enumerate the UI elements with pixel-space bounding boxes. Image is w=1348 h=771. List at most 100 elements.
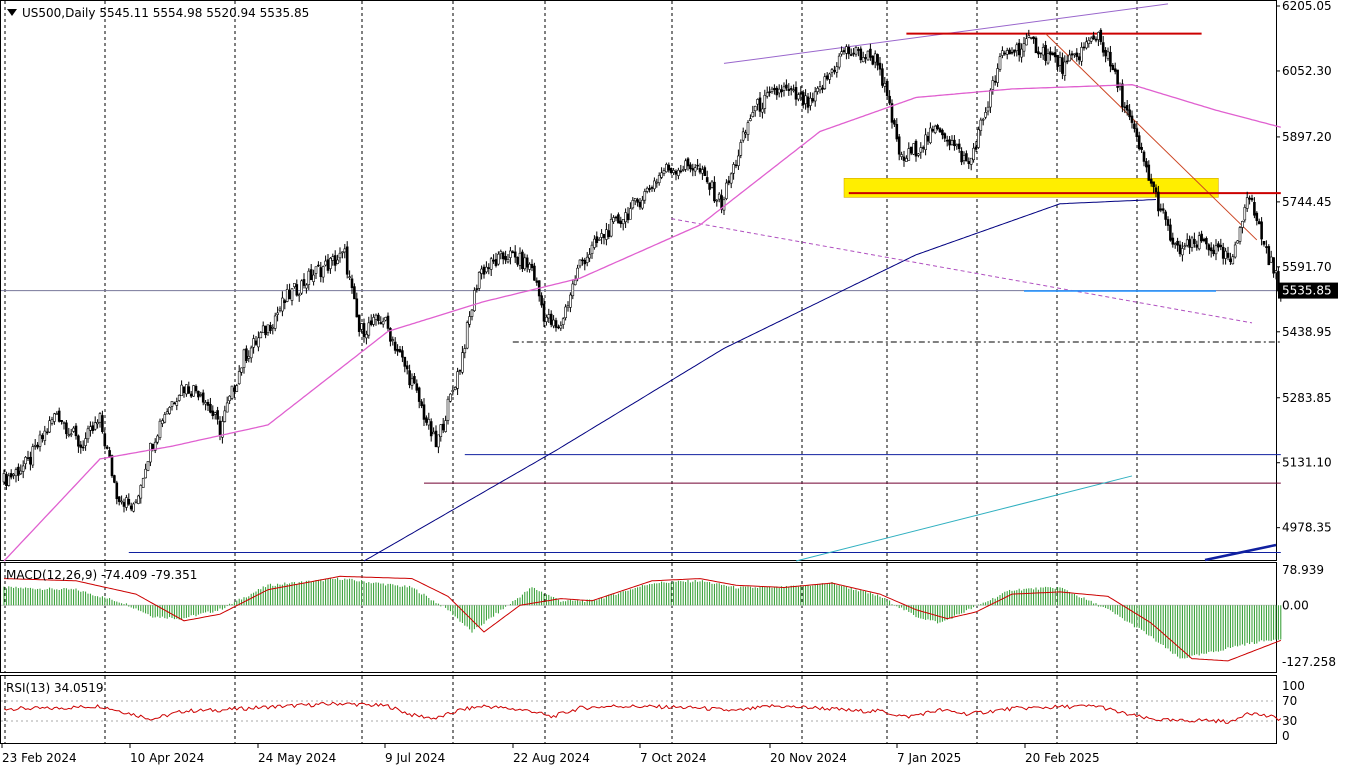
candle-down — [1152, 181, 1155, 188]
candle-up — [761, 108, 764, 113]
candle-down — [734, 164, 738, 167]
candle-down — [413, 376, 416, 384]
candle-up — [1005, 50, 1009, 55]
candle-down — [1056, 54, 1059, 67]
candle-up — [597, 238, 601, 241]
candle-down — [847, 46, 851, 55]
rsi-title: RSI(13) 34.0519 — [6, 681, 104, 695]
candle-down — [1109, 51, 1112, 67]
candle-up — [391, 339, 395, 341]
candle-up — [497, 253, 500, 265]
candle-up — [969, 157, 973, 165]
candle-down — [638, 201, 642, 208]
candle-up — [905, 158, 908, 162]
candle-down — [1113, 68, 1117, 72]
candle-down — [1193, 238, 1196, 245]
candle-down — [1169, 224, 1172, 241]
candle-up — [1224, 250, 1227, 259]
candle-up — [1087, 39, 1091, 44]
candle-up — [461, 352, 464, 373]
candle-up — [672, 170, 675, 173]
candle-down — [1229, 258, 1232, 262]
candle-down — [852, 52, 855, 55]
candle-up — [900, 154, 903, 157]
candle-down — [283, 300, 287, 303]
candle-down — [65, 422, 68, 435]
candle-up — [468, 316, 471, 325]
candle-up — [523, 257, 527, 270]
candle-up — [1241, 221, 1244, 228]
price-tick-label: 5438.95 — [1282, 325, 1332, 339]
candle-up — [629, 208, 632, 220]
candle-down — [1003, 52, 1007, 55]
candle-down — [1205, 238, 1208, 245]
candle-up — [792, 89, 795, 92]
candle-up — [240, 367, 243, 373]
collapse-triangle-icon[interactable] — [7, 9, 17, 16]
candle-up — [751, 112, 755, 117]
candle-up — [561, 318, 565, 325]
candle-up — [242, 349, 246, 368]
candle-up — [199, 394, 203, 396]
candle-down — [698, 168, 702, 173]
candle-up — [717, 193, 721, 200]
candle-down — [691, 168, 695, 171]
candle-down — [542, 303, 546, 322]
candle-down — [333, 255, 337, 266]
candle-down — [401, 350, 404, 358]
candle-up — [252, 338, 255, 348]
candle-up — [816, 87, 819, 92]
candle-down — [353, 286, 356, 300]
candle-up — [223, 410, 227, 422]
candle-up — [31, 446, 35, 466]
candle-down — [713, 181, 716, 202]
candle-down — [1265, 246, 1268, 248]
candle-up — [1001, 50, 1004, 56]
candle-up — [677, 169, 680, 176]
candle-down — [1008, 49, 1011, 55]
candle-up — [485, 266, 488, 273]
candle-down — [60, 420, 63, 422]
candle-down — [1257, 221, 1261, 225]
candle-up — [681, 169, 685, 171]
candle-down — [345, 246, 349, 275]
candle-up — [453, 387, 457, 390]
price-tick-label: 6205.05 — [1282, 0, 1332, 13]
candle-down — [173, 402, 176, 405]
price-tick-label: 6052.30 — [1282, 64, 1332, 78]
candle-down — [825, 75, 829, 80]
candle-up — [729, 173, 733, 184]
candle-up — [763, 95, 767, 109]
candle-up — [612, 217, 615, 222]
candle-down — [117, 496, 121, 502]
candle-down — [197, 390, 200, 398]
candle-up — [470, 309, 474, 317]
candle-down — [357, 314, 361, 332]
candle-up — [873, 53, 877, 63]
candle-up — [53, 413, 56, 422]
candle-up — [499, 251, 503, 255]
candle-down — [1061, 57, 1064, 74]
current-price-label: 5535.85 — [1278, 282, 1338, 299]
candle-up — [1025, 38, 1028, 46]
date-tick-label: 22 Aug 2024 — [513, 751, 590, 765]
candle-down — [895, 124, 899, 140]
ma50-line — [3, 84, 1281, 562]
candle-up — [132, 503, 135, 512]
candle-down — [415, 383, 419, 391]
candle-down — [1253, 202, 1256, 216]
candle-up — [312, 274, 315, 282]
candle-down — [5, 473, 8, 486]
candle-down — [379, 322, 383, 325]
candle-down — [110, 455, 114, 477]
candle-down — [492, 259, 495, 262]
candle-up — [1243, 207, 1247, 221]
candle-down — [1049, 51, 1052, 55]
candle-up — [1097, 32, 1100, 40]
candle-up — [259, 332, 263, 339]
candle-down — [885, 80, 889, 97]
candle-down — [708, 182, 711, 190]
candle-up — [782, 86, 786, 91]
candle-up — [955, 144, 959, 147]
